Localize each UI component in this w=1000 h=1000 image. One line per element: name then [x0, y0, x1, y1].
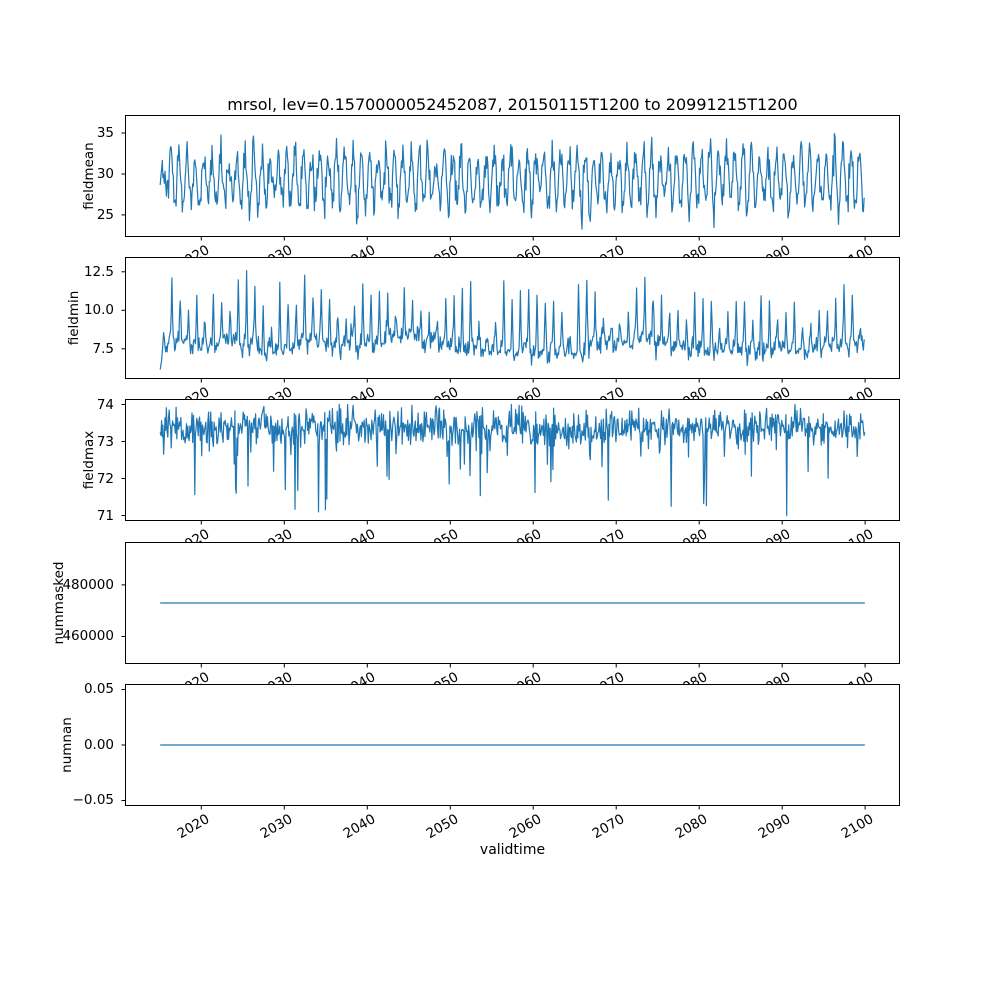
plot-line-fieldmax: [159, 404, 866, 517]
y-axis-label-fieldmax: fieldmax: [81, 431, 97, 490]
x-tick-label-text: 2090: [755, 810, 794, 842]
plot-line-fieldmean: [159, 133, 865, 230]
x-tick-label-text: 2050: [423, 810, 462, 842]
y-tick-label: 12.5: [83, 263, 114, 280]
x-tick-label-text: 2030: [257, 810, 296, 842]
chart-title: mrsol, lev=0.1570000052452087, 20150115T…: [227, 95, 798, 114]
axes-frame: [125, 115, 900, 237]
y-tick-label: 0.05: [83, 681, 114, 698]
y-tick-label: 460000: [62, 628, 114, 645]
subplot-fieldmax: [121, 399, 900, 525]
y-axis-label-nummasked: nummasked: [51, 561, 67, 645]
y-tick-label: 7.5: [92, 341, 114, 357]
y-tick-label: 35: [96, 125, 114, 141]
y-tick-label: 0.00: [83, 736, 114, 753]
y-tick-label: 71: [96, 507, 114, 524]
subplot-fieldmin: [121, 257, 900, 383]
y-tick-label: 74: [96, 396, 114, 413]
y-axis-label-numnan: numnan: [58, 716, 75, 773]
x-tick-label-text: 2040: [340, 810, 379, 842]
x-tick-label-text: 2100: [838, 810, 877, 842]
subplot-fieldmean: [121, 115, 900, 241]
x-tick-label-text: 2080: [672, 810, 711, 842]
y-tick-label: 30: [96, 165, 114, 182]
plot-line-fieldmin: [159, 270, 866, 370]
subplot-numnan: [121, 683, 900, 810]
x-axis-label: validtime: [479, 842, 546, 858]
axes-frame: [125, 683, 900, 806]
y-tick-label: −0.05: [72, 792, 114, 809]
axes-frame: [125, 257, 900, 380]
y-tick-label: 72: [96, 470, 114, 487]
y-axis-label-fieldmean: fieldmean: [81, 142, 97, 210]
y-tick-label: 25: [96, 206, 114, 223]
axes-frame: [125, 541, 900, 664]
y-tick-label: 73: [96, 433, 114, 450]
axes-frame: [125, 399, 900, 522]
y-axis-label-fieldmin: fieldmin: [66, 290, 82, 346]
x-tick-label-text: 2020: [174, 810, 213, 842]
y-tick-label: 480000: [62, 576, 114, 593]
x-tick-label-text: 2070: [589, 810, 628, 842]
subplot-nummasked: [121, 541, 900, 668]
y-tick-label: 10.0: [83, 302, 114, 319]
x-tick-label-text: 2060: [506, 810, 545, 842]
